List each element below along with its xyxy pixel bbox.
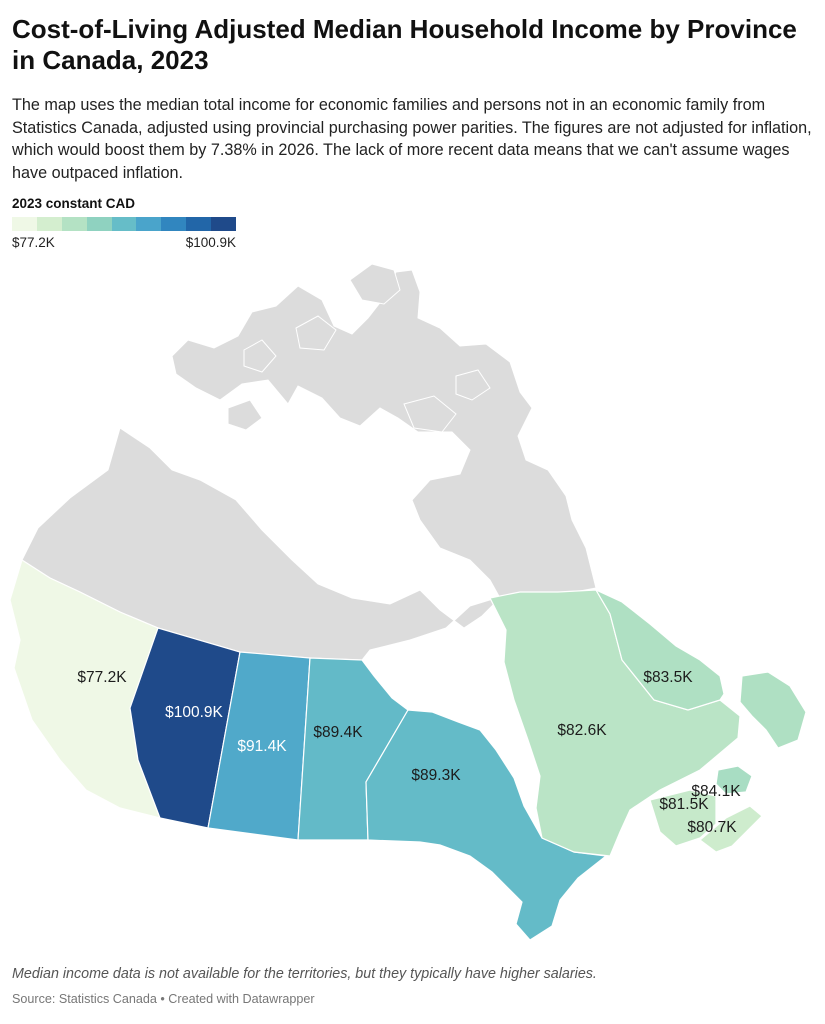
region-newfoundland-and-labrador[interactable] <box>594 588 807 749</box>
legend-swatch <box>111 217 137 231</box>
label-british-columbia: $77.2K <box>77 669 127 686</box>
legend-swatch <box>211 217 237 231</box>
label-newfoundland-and-labrador: $83.5K <box>643 669 693 686</box>
legend-swatch <box>61 217 87 231</box>
source-line: Source: Statistics Canada • Created with… <box>12 992 315 1006</box>
label-new-brunswick: $81.5K <box>659 796 709 813</box>
legend-title: 2023 constant CAD <box>12 196 136 211</box>
territories-no-data <box>21 263 597 661</box>
region-arctic-island[interactable] <box>403 395 457 433</box>
legend-swatch <box>186 217 212 231</box>
region-arctic-island[interactable] <box>227 399 263 431</box>
legend-swatch <box>12 217 37 231</box>
chart-title: Cost-of-Living Adjusted Median Household… <box>12 14 797 75</box>
footnote: Median income data is not available for … <box>12 966 597 982</box>
region-new-brunswick[interactable] <box>649 789 717 847</box>
legend-max-label: $100.9K <box>185 235 236 250</box>
region-british-columbia[interactable] <box>9 559 161 819</box>
label-prince-edward-island: $84.1K <box>691 783 741 800</box>
region-arctic-island[interactable] <box>349 263 401 305</box>
chart-description: The map uses the median total income for… <box>12 96 812 182</box>
legend-swatch <box>36 217 62 231</box>
region-nova-scotia[interactable] <box>699 805 763 853</box>
label-nova-scotia: $80.7K <box>687 819 737 836</box>
label-alberta: $100.9K <box>165 704 223 721</box>
legend-min-label: $77.2K <box>12 235 55 250</box>
label-saskatchewan: $91.4K <box>237 738 287 755</box>
label-manitoba: $89.4K <box>313 724 363 741</box>
region-arctic-island[interactable] <box>295 315 337 351</box>
region-prince-edward-island[interactable] <box>715 765 753 795</box>
legend-gradient <box>12 217 237 231</box>
region-ontario[interactable] <box>365 709 608 941</box>
label-quebec: $82.6K <box>557 722 607 739</box>
color-legend: 2023 constant CAD $77.2K $100.9K <box>12 196 252 250</box>
legend-swatch <box>136 217 162 231</box>
legend-swatch <box>86 217 112 231</box>
label-ontario: $89.3K <box>411 767 461 784</box>
region-labels: $77.2K $100.9K $91.4K $89.4K $89.3K $82.… <box>77 669 741 836</box>
region-arctic-island[interactable] <box>243 339 277 373</box>
legend-labels: $77.2K $100.9K <box>12 235 236 250</box>
region-arctic-island[interactable] <box>455 369 491 401</box>
provinces <box>9 559 807 941</box>
legend-swatch <box>161 217 187 231</box>
